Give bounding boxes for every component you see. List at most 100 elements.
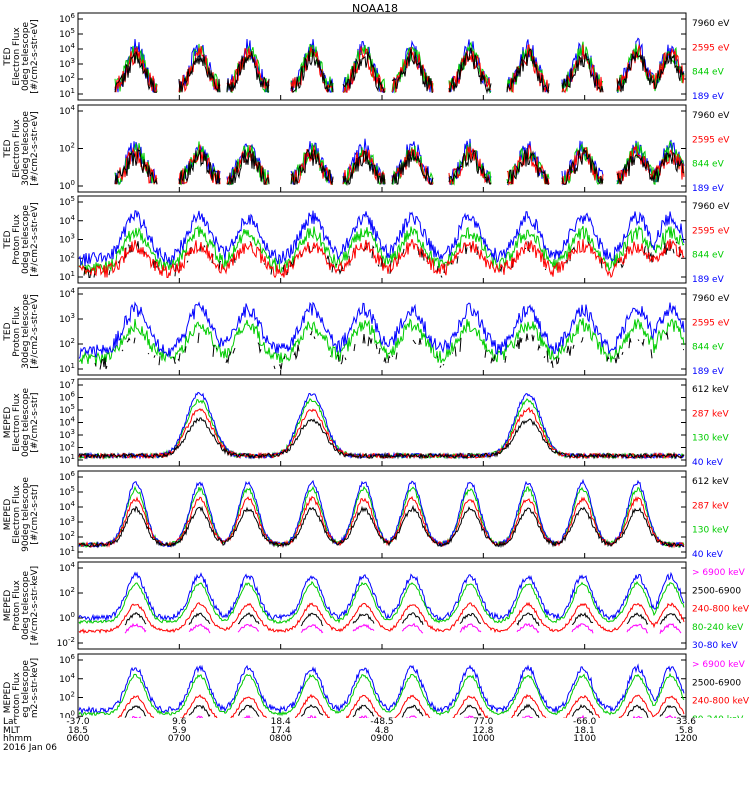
legend-entry: 2500-6900 [692, 678, 741, 688]
series-line [78, 210, 685, 267]
legend-entry: 2595 eV [692, 318, 730, 328]
series-line [78, 391, 685, 460]
legend-entry: 130 keV [692, 526, 729, 536]
footer-tick-lat: -48.5 [370, 717, 394, 727]
y-axis-label: 0deg telescope [21, 205, 31, 275]
legend-entry: 7960 eV [692, 19, 730, 29]
y-axis-label: Electron Flux [12, 393, 22, 452]
series-line [78, 485, 685, 549]
y-axis-label: 90deg telescope [21, 660, 31, 718]
y-axis-label: [#/cm2-s-str-keV] [30, 566, 40, 645]
legend-entry: 612 keV [692, 385, 729, 395]
series-line [129, 714, 677, 718]
series-line [114, 147, 685, 187]
ytick-label: 104 [59, 42, 75, 55]
series-line [117, 693, 685, 718]
ytick-label: 104 [59, 416, 75, 429]
y-axis-label: Electron Flux [12, 27, 22, 86]
legend-entry: > 6900 keV [692, 660, 746, 670]
y-axis-label: TED [3, 139, 13, 158]
y-axis-label: [#/cm2-s-str] [30, 484, 40, 544]
legend-entry: 189 eV [692, 275, 725, 285]
series-line [78, 571, 685, 622]
legend-entry: 7960 eV [692, 294, 730, 304]
ytick-label: 103 [59, 515, 75, 528]
legend-entry: 80-240 keV [692, 623, 744, 633]
ytick-label: 100 [59, 611, 75, 624]
ytick-label: 106 [59, 653, 75, 666]
ytick-label: 104 [59, 500, 75, 513]
ytick-label: 10-2 [57, 636, 75, 649]
ytick-label: 106 [59, 391, 75, 404]
y-axis-label: [#/cm2-s-str] [30, 392, 40, 452]
series-line [78, 417, 685, 460]
footer-tick-lat: -66.0 [573, 717, 597, 727]
legend-entry: 844 eV [692, 160, 725, 170]
footer-tick-hhmm: 0700 [167, 734, 191, 744]
legend-entry: 189 eV [692, 367, 725, 377]
series-line [78, 238, 685, 279]
y-axis-label: 90deg telescope [21, 477, 31, 552]
ytick-label: 106 [59, 470, 75, 483]
y-axis-label: Proton Flux [12, 672, 22, 718]
ytick-label: 103 [59, 428, 75, 441]
series-line [78, 495, 685, 549]
footer-row-date-label: 2016 Jan 06 [3, 742, 57, 753]
legend-entry: 844 eV [692, 68, 725, 78]
footer-tick-hhmm: 0600 [66, 734, 90, 744]
series-line [78, 406, 685, 460]
y-axis-label: MEPED [3, 407, 13, 439]
series-line [114, 47, 685, 95]
y-axis-label: MEPED [3, 590, 13, 622]
series-line [78, 580, 685, 625]
y-axis-label: Electron Flux [12, 119, 22, 178]
ytick-label: 102 [59, 337, 75, 350]
y-axis-label: 30deg telescope [21, 294, 31, 369]
ytick-label: 103 [59, 233, 75, 246]
series-line [78, 504, 685, 549]
y-axis-label: [#/cm2-s-str-keV] [30, 658, 40, 718]
footer-tick-mlt: 17.4 [270, 725, 291, 736]
footer-tick-lat: 18.4 [270, 717, 291, 727]
series-line [124, 612, 682, 627]
ytick-label: 104 [59, 672, 75, 685]
legend-entry: 844 eV [692, 251, 725, 261]
footer-row-hhmm-label: hhmm [3, 734, 32, 744]
ytick-label: 101 [59, 545, 75, 558]
ytick-label: 102 [59, 530, 75, 543]
y-axis-label: [#/cm2-s-str-eV] [30, 294, 40, 369]
y-axis-label: Proton Flux [12, 214, 22, 265]
legend-entry: 40 keV [692, 458, 724, 468]
footer-tick-lat: -37.0 [66, 717, 90, 727]
ytick-label: 104 [59, 287, 75, 300]
legend-entry: 80-240 keV [692, 715, 744, 718]
y-axis-label: Proton Flux [12, 580, 22, 631]
ytick-label: 102 [59, 251, 75, 264]
legend-entry: 7960 eV [692, 111, 730, 121]
y-axis-label: 0deg telescope [21, 388, 31, 458]
ytick-label: 101 [59, 270, 75, 283]
ytick-label: 104 [59, 214, 75, 227]
ytick-label: 101 [59, 453, 75, 466]
footer-tick-mlt: 5.8 [678, 725, 694, 736]
legend-entry: 287 keV [692, 501, 729, 511]
footer-tick-mlt: 12.8 [473, 725, 494, 736]
ytick-label: 104 [59, 561, 75, 574]
series-line [78, 663, 685, 715]
legend-entry: 2595 eV [692, 135, 730, 145]
series-line [78, 301, 685, 359]
legend-entry: 2595 eV [692, 43, 730, 53]
ytick-label: 102 [59, 691, 75, 704]
ytick-label: 101 [59, 87, 75, 100]
ytick-label: 102 [59, 142, 75, 155]
ytick-label: 105 [59, 403, 75, 416]
ytick-label: 102 [59, 586, 75, 599]
page-title: NOAA18 [351, 2, 399, 15]
ytick-label: 100 [59, 179, 75, 192]
series-line [124, 703, 682, 718]
legend-entry: 612 keV [692, 477, 729, 487]
ytick-label: 104 [59, 104, 75, 117]
series-line [78, 317, 685, 366]
footer-tick-lat: 33.6 [675, 717, 697, 727]
